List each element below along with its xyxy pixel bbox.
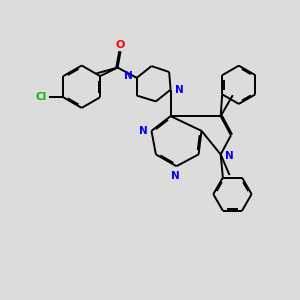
- Text: O: O: [116, 40, 125, 50]
- Text: N: N: [175, 85, 184, 94]
- Text: N: N: [139, 126, 148, 136]
- Text: N: N: [124, 71, 132, 81]
- Text: N: N: [171, 171, 179, 181]
- Text: N: N: [225, 151, 234, 161]
- Text: Cl: Cl: [35, 92, 46, 102]
